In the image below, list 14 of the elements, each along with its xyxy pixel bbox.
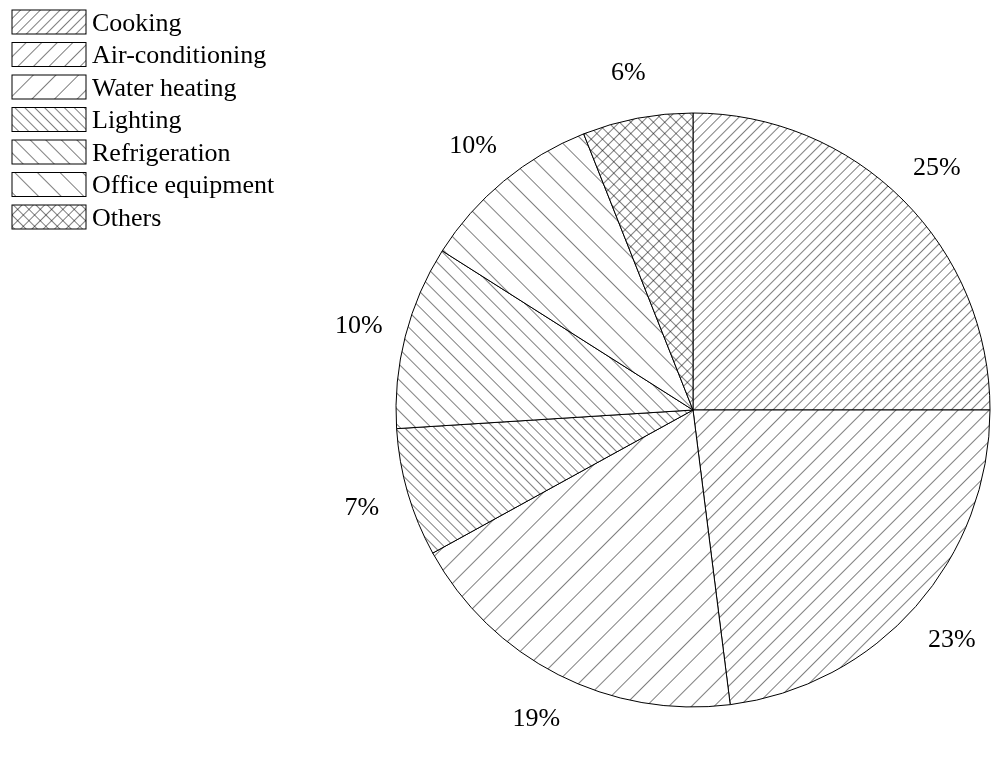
legend-label: Lighting bbox=[92, 105, 182, 134]
legend-label: Refrigeration bbox=[92, 137, 231, 167]
legend-label: Cooking bbox=[92, 7, 182, 37]
data-label: 6% bbox=[611, 56, 646, 86]
data-label: 23% bbox=[927, 623, 976, 653]
data-label: 25% bbox=[913, 151, 961, 181]
data-label: 7% bbox=[344, 491, 380, 521]
legend-label: Others bbox=[92, 202, 162, 232]
data-label: 10% bbox=[335, 309, 383, 339]
legend-label: Water heating bbox=[92, 72, 237, 102]
data-label: 10% bbox=[449, 129, 497, 159]
data-label: 19% bbox=[512, 702, 561, 732]
legend-label: Air-conditioning bbox=[92, 40, 267, 69]
legend-label: Office equipment bbox=[92, 170, 275, 199]
